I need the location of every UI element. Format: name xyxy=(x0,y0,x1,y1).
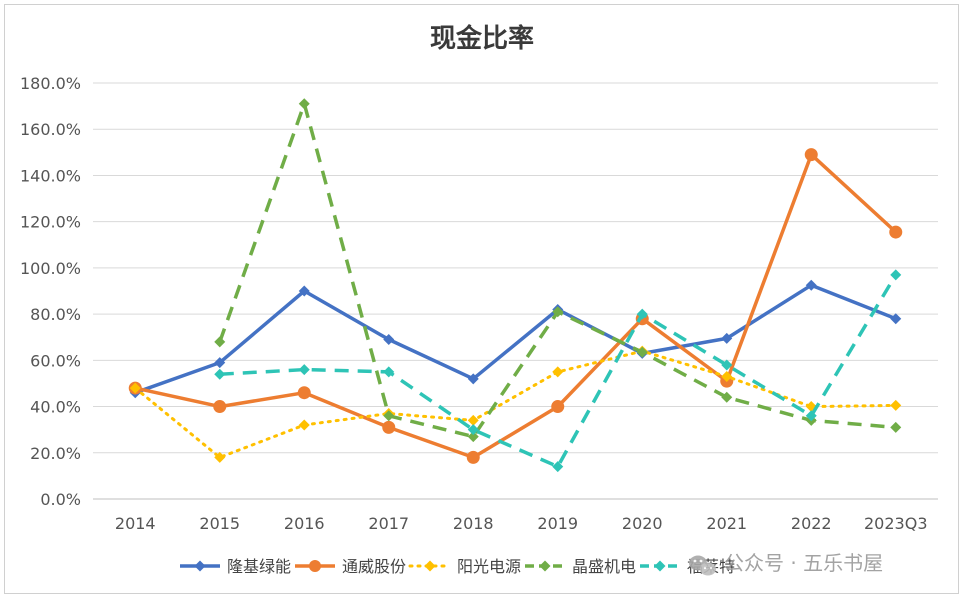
data-point xyxy=(383,334,395,346)
y-tick-label: 40.0% xyxy=(30,398,81,417)
series-3 xyxy=(129,345,902,463)
series-4 xyxy=(214,98,902,443)
data-point xyxy=(383,366,395,378)
data-point xyxy=(309,560,321,572)
y-tick-label: 60.0% xyxy=(30,351,81,370)
x-tick-label: 2023Q3 xyxy=(864,514,928,533)
data-point xyxy=(721,359,733,371)
legend: 隆基绿能 通威股份 阳光电源 晶盛机电福莱特 xyxy=(180,557,735,576)
legend-item-4: 晶盛机电 xyxy=(525,557,636,576)
y-tick-label: 100.0% xyxy=(20,259,81,278)
legend-label: 通威股份 xyxy=(342,557,406,576)
series-line xyxy=(134,152,897,460)
data-point xyxy=(298,285,310,297)
legend-item-2: 通威股份 xyxy=(295,557,406,576)
data-point xyxy=(467,431,479,443)
y-axis-ticks: 0.0% 20.0% 40.0% 60.0% 80.0% 100.0% 120.0% 140.… xyxy=(20,74,81,509)
data-point xyxy=(382,420,396,434)
x-tick-label: 2015 xyxy=(199,514,240,533)
data-point xyxy=(214,451,226,463)
data-point xyxy=(890,399,902,411)
x-tick-label: 2016 xyxy=(284,514,325,533)
chart-frame xyxy=(4,4,959,594)
legend-item-3: 阳光电源 xyxy=(408,557,521,576)
data-point xyxy=(129,382,141,394)
data-point xyxy=(298,419,310,431)
y-tick-label: 180.0% xyxy=(20,74,81,93)
data-point xyxy=(805,279,817,291)
data-point xyxy=(721,371,733,383)
data-point xyxy=(636,346,648,358)
series-line xyxy=(219,273,898,469)
chart-title: 现金比率 xyxy=(430,23,534,54)
watermark: 公众号 · 五乐书屋 xyxy=(689,551,883,576)
x-tick-label: 2018 xyxy=(453,514,494,533)
data-point xyxy=(298,98,310,110)
data-point xyxy=(194,560,206,572)
data-point xyxy=(551,400,565,414)
series-line xyxy=(133,349,898,459)
data-point xyxy=(466,450,480,464)
legend-label: 隆基绿能 xyxy=(227,557,291,576)
data-point xyxy=(552,366,564,378)
x-tick-label: 2021 xyxy=(706,514,747,533)
data-point xyxy=(890,269,902,281)
series-lines xyxy=(128,98,903,473)
data-point xyxy=(214,336,226,348)
data-point xyxy=(214,368,226,380)
data-point xyxy=(890,313,902,325)
data-point xyxy=(805,410,817,422)
x-tick-label: 2022 xyxy=(791,514,832,533)
data-point xyxy=(467,424,479,436)
data-point xyxy=(424,560,436,572)
y-tick-label: 160.0% xyxy=(20,120,81,139)
x-tick-label: 2014 xyxy=(115,514,156,533)
series-5 xyxy=(214,269,902,473)
x-tick-label: 2017 xyxy=(368,514,409,533)
data-point xyxy=(214,357,226,369)
legend-label: 晶盛机电 xyxy=(572,557,636,576)
legend-label: 阳光电源 xyxy=(457,557,521,576)
data-point xyxy=(539,560,551,572)
y-tick-label: 120.0% xyxy=(20,213,81,232)
data-point xyxy=(383,410,395,422)
data-point xyxy=(298,364,310,376)
legend-item-1: 隆基绿能 xyxy=(180,557,291,576)
series-line xyxy=(218,102,896,439)
x-axis-ticks: 2014 2015 2016 2017 2018 2019 2020 2021 2022 2023… xyxy=(115,514,928,533)
data-point xyxy=(467,373,479,385)
series-line xyxy=(134,283,897,395)
series-1 xyxy=(129,279,902,399)
data-point xyxy=(889,225,903,239)
data-point xyxy=(552,461,564,473)
y-tick-label: 0.0% xyxy=(40,490,81,509)
data-point xyxy=(552,306,564,318)
data-point xyxy=(467,414,479,426)
data-point xyxy=(636,308,648,320)
data-point xyxy=(721,332,733,344)
y-tick-label: 20.0% xyxy=(30,444,81,463)
watermark-text: 公众号 · 五乐书屋 xyxy=(724,551,883,575)
data-point xyxy=(804,148,818,162)
y-tick-label: 140.0% xyxy=(20,166,81,185)
y-tick-label: 80.0% xyxy=(30,305,81,324)
series-2 xyxy=(128,148,903,464)
x-tick-label: 2020 xyxy=(622,514,663,533)
wechat-icon xyxy=(689,555,716,576)
x-tick-label: 2019 xyxy=(537,514,578,533)
gridlines xyxy=(93,82,938,500)
data-point xyxy=(654,560,666,572)
legend-item-5: 福莱特 xyxy=(640,557,735,576)
data-point xyxy=(721,391,733,403)
data-point xyxy=(890,421,902,433)
data-point xyxy=(297,386,311,400)
data-point xyxy=(213,400,227,414)
